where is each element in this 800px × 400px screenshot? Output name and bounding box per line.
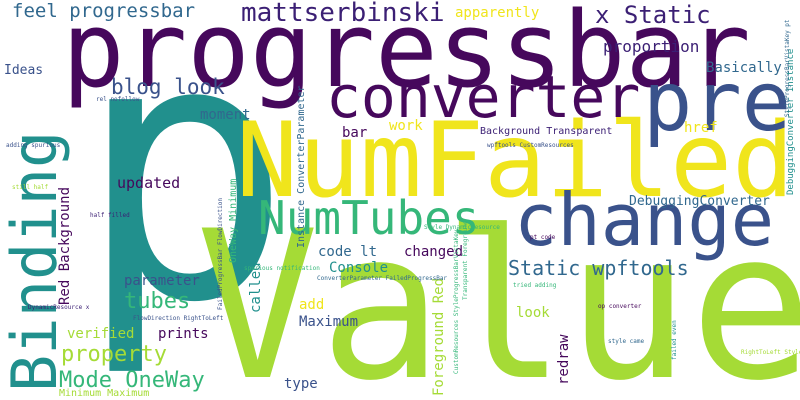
- word: wpftools CustomResources: [487, 142, 574, 149]
- word: tried adding: [513, 282, 557, 289]
- word: Minimum Maximum: [59, 388, 150, 399]
- word: x Static: [595, 1, 711, 29]
- word: changed: [404, 244, 464, 260]
- word: prints: [158, 326, 209, 342]
- word: DynamicResource x: [28, 304, 90, 311]
- word: Ideas: [4, 63, 44, 78]
- word: proportion: [603, 37, 700, 56]
- word: RightToLeft Style: [741, 349, 800, 356]
- word: style came: [608, 338, 645, 345]
- word: href: [684, 120, 718, 136]
- word: Background Transparent: [480, 126, 613, 137]
- word: redraw: [556, 334, 572, 385]
- word: Instance ConverterParameter: [296, 85, 307, 248]
- word: Value: [196, 188, 800, 400]
- word: feel progressbar: [12, 0, 196, 22]
- word: mattserbinski: [241, 0, 445, 28]
- word: look: [516, 305, 550, 321]
- word: adding spurious: [6, 142, 61, 149]
- word: blog look: [111, 75, 225, 99]
- word: still half: [12, 184, 49, 191]
- word: work: [389, 118, 423, 134]
- word: half filled: [90, 212, 130, 219]
- word: change: [514, 178, 775, 262]
- word: NumFailed: [236, 101, 795, 221]
- word: failed even: [671, 320, 678, 360]
- word: converter: [326, 63, 641, 131]
- word: CustomResources StyleProgressBarVistaKey: [453, 229, 460, 375]
- word: add: [299, 297, 325, 313]
- word: p: [76, 0, 293, 381]
- word: Red Background: [57, 186, 73, 305]
- word: Style DynamicResource: [424, 224, 500, 231]
- word: rel nofollow: [96, 96, 140, 103]
- word: DebuggingConverter: [629, 194, 770, 209]
- word: Mode OneWay: [59, 368, 205, 393]
- word: updated: [117, 174, 181, 192]
- word: code lt: [318, 244, 378, 260]
- word: ConverterParameter FailedProgressBar: [317, 275, 448, 282]
- word: parameter: [124, 273, 200, 289]
- word: apparently: [455, 5, 540, 21]
- word: Console: [329, 260, 389, 276]
- word: StyleProgressBarVistaKey pt: [784, 19, 791, 117]
- word: pre: [643, 55, 792, 150]
- word: pt code: [530, 234, 556, 241]
- word: tubes: [124, 289, 191, 314]
- word: bar: [342, 125, 368, 141]
- word: type: [284, 376, 318, 392]
- word: op converter: [598, 303, 642, 310]
- word: NumTubes: [258, 191, 480, 245]
- word: spurious notification: [244, 265, 320, 272]
- word: FailedProgressBar FlowDirection: [217, 198, 224, 310]
- word: verified: [67, 326, 135, 342]
- word: Transparent Foreground: [462, 220, 469, 300]
- word: Foreground Red: [431, 277, 447, 396]
- word: moment: [200, 107, 251, 123]
- word: FlowDirection RightToLeft: [133, 315, 224, 322]
- word: progressbar: [62, 0, 751, 111]
- word: property: [61, 342, 167, 367]
- word: Static wpftools: [508, 256, 689, 280]
- word: Basically: [706, 60, 782, 76]
- word: OneWay Minimum: [228, 178, 239, 263]
- word: Maximum: [299, 314, 359, 330]
